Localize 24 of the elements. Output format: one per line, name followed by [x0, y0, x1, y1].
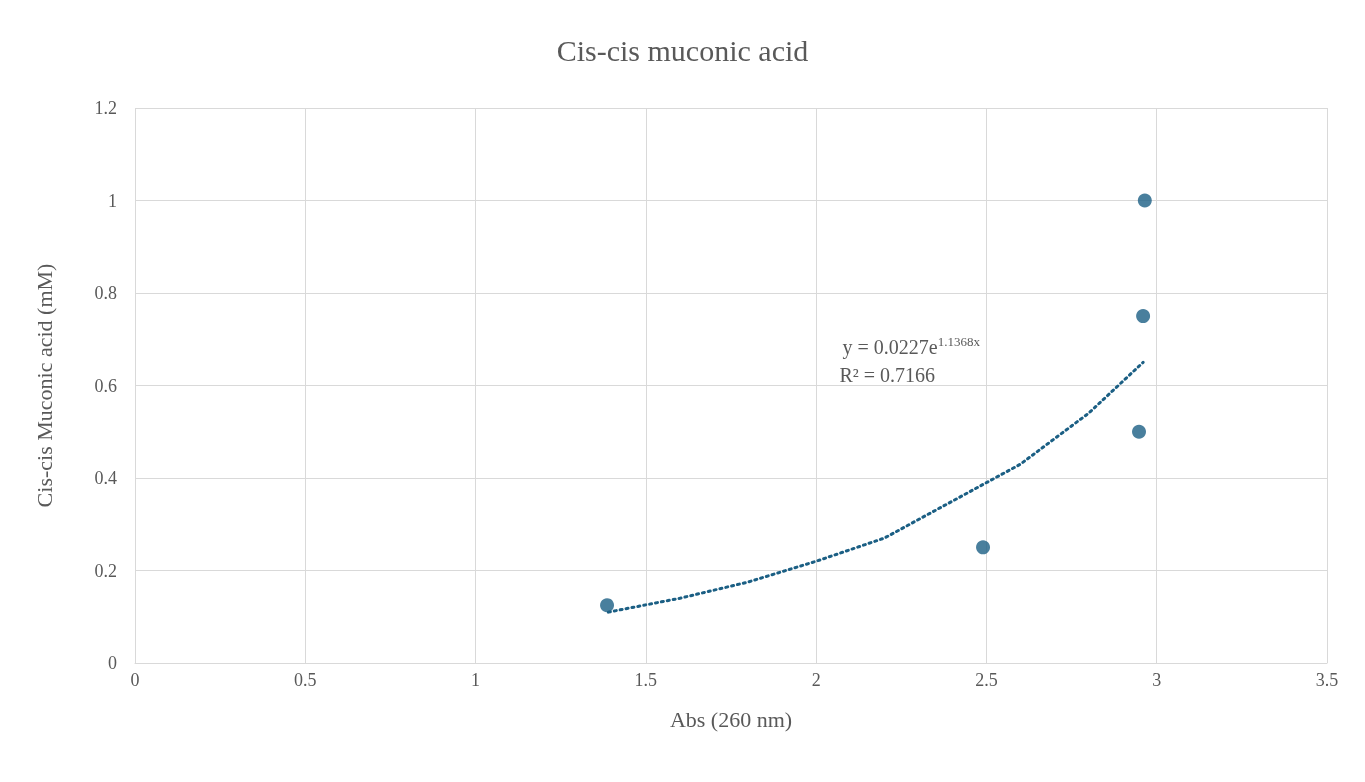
point	[1137, 193, 1152, 208]
point	[1136, 309, 1151, 324]
y-axis-title: Cis-cis Muconic acid (mM)	[31, 263, 57, 508]
x-tick-label: 2	[811, 670, 821, 690]
y-tick-label: 0.2	[94, 560, 117, 581]
x-tick-label: 0	[130, 670, 140, 690]
y-tick-label: 1	[108, 190, 117, 211]
x-axis-title: Abs (260 nm)	[669, 706, 793, 732]
x-tick-label: 1.5	[634, 670, 658, 690]
y-tick-label: 0.4	[94, 468, 117, 488]
x-tick-label: 3.5	[1315, 670, 1339, 690]
x-tick-label: 2.5	[975, 670, 998, 690]
point	[600, 598, 615, 613]
y-tick-label: 0	[108, 653, 117, 673]
y-tick-label: 0.6	[94, 375, 117, 396]
annotation: R² = 0.7166	[839, 364, 936, 386]
chart-title: Cis-cis muconic acid	[556, 33, 809, 67]
y-tick-label: 1.2	[94, 98, 117, 118]
point	[1132, 424, 1146, 439]
x-tick-label: 1	[471, 670, 481, 690]
point	[976, 540, 991, 555]
x-tick-label: 3	[1152, 670, 1162, 690]
x-tick-label: 0.5	[294, 670, 317, 690]
y-tick-label: 0.8	[94, 283, 117, 303]
